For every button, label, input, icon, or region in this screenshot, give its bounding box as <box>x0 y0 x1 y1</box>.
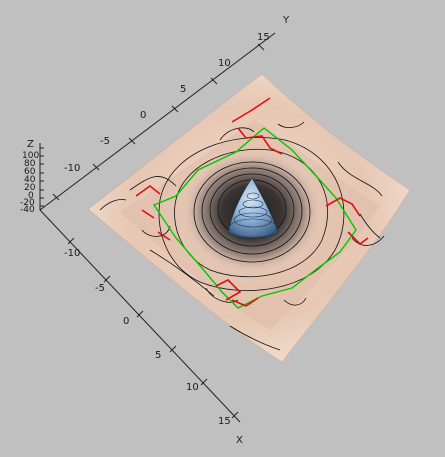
y-tick-label: 10 <box>218 58 231 69</box>
z-tick-label: -40 <box>20 205 35 215</box>
y-tick-label: 15 <box>257 32 270 43</box>
x-tick-label: 15 <box>218 416 231 427</box>
x-axis-title: X <box>236 435 243 446</box>
z-tick-label: 20 <box>24 183 36 193</box>
y-tick-label: 5 <box>180 84 186 95</box>
red-curve <box>135 97 369 307</box>
x-tick-label: 5 <box>155 350 161 361</box>
z-tick-label: 60 <box>24 167 36 177</box>
z-tick-label: -20 <box>20 198 35 208</box>
x-tick-label: -5 <box>95 283 105 294</box>
x-tick-label: -10 <box>64 248 80 259</box>
y-axis <box>39 32 276 211</box>
z-axis <box>39 143 44 210</box>
peak-contours <box>228 192 278 238</box>
y-axis-title: Y <box>282 15 290 26</box>
y-tick-label: 0 <box>140 110 146 121</box>
green-curve <box>152 127 357 309</box>
z-tick-label: 40 <box>24 175 36 185</box>
x-axis <box>39 209 241 423</box>
y-tick-label: -10 <box>64 163 80 174</box>
z-tick-label: 0 <box>28 191 34 201</box>
z-tick-label: 100 <box>22 151 39 161</box>
y-tick-label: -5 <box>100 136 110 147</box>
z-axis-title: Z <box>27 139 34 150</box>
x-tick-label: 10 <box>186 382 199 393</box>
x-tick-label: 0 <box>123 316 129 327</box>
z-tick-label: 80 <box>24 159 36 169</box>
